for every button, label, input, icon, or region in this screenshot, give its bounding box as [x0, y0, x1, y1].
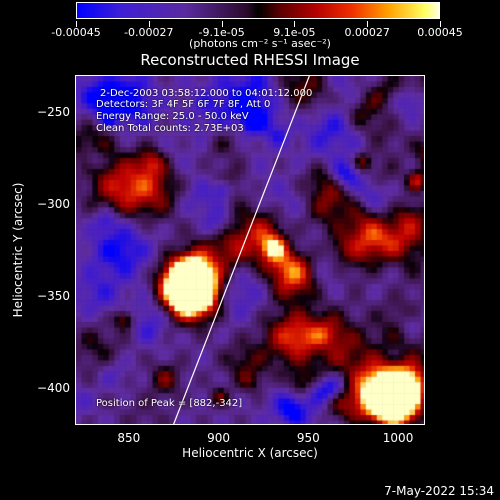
colorbar	[76, 2, 440, 19]
x-axis-label: Heliocentric X (arcsec)	[182, 446, 318, 460]
x-tick-label: 950	[296, 431, 320, 445]
colorbar-tick-label: 0.00027	[344, 26, 390, 39]
colorbar-tick	[440, 21, 441, 27]
colorbar-tick-label: -0.00027	[124, 26, 174, 39]
plot-overlay	[173, 76, 310, 424]
colorbar-tick	[221, 21, 223, 27]
x-tick-label: 900	[207, 431, 231, 445]
info-clean: Clean Total counts: 2.73E+03	[96, 123, 244, 134]
timestamp: 7-May-2022 15:34	[384, 484, 494, 498]
y-tick-label: −250	[37, 104, 70, 119]
solar-limb-line	[173, 76, 310, 424]
info-peak: Position of Peak = [882,-342]	[96, 398, 243, 409]
colorbar-tick	[367, 21, 369, 27]
heatmap-image	[76, 76, 424, 424]
x-tick-label: 1000	[382, 431, 414, 445]
y-axis-label: Heliocentric Y (arcsec)	[11, 182, 25, 318]
y-tick-label: −350	[37, 289, 70, 304]
colorbar-tick	[294, 21, 296, 27]
info-energy: Energy Range: 25.0 - 50.0 keV	[96, 111, 249, 122]
colorbar-tick	[76, 21, 77, 27]
colorbar-tick-label: 0.00045	[417, 26, 463, 39]
colorbar-tick-label: 9.1e-05	[273, 26, 316, 39]
colorbar-unit: (photons cm⁻² s⁻¹ asec⁻²)	[189, 37, 331, 50]
info-time: 2-Dec-2003 03:58:12.000 to 04:01:12.000	[100, 88, 313, 99]
colorbar-tick	[148, 21, 150, 27]
chart-title: Reconstructed RHESSI Image	[140, 51, 360, 69]
colorbar-tick-label: -9.1e-05	[198, 26, 245, 39]
colorbar-tick-label: -0.00045	[51, 26, 101, 39]
y-tick-label: −300	[37, 196, 70, 211]
x-tick-label: 850	[117, 431, 141, 445]
info-detectors: Detectors: 3F 4F 5F 6F 7F 8F, Att 0	[96, 99, 271, 110]
plot-area	[75, 75, 425, 425]
y-tick-label: −400	[37, 381, 70, 396]
